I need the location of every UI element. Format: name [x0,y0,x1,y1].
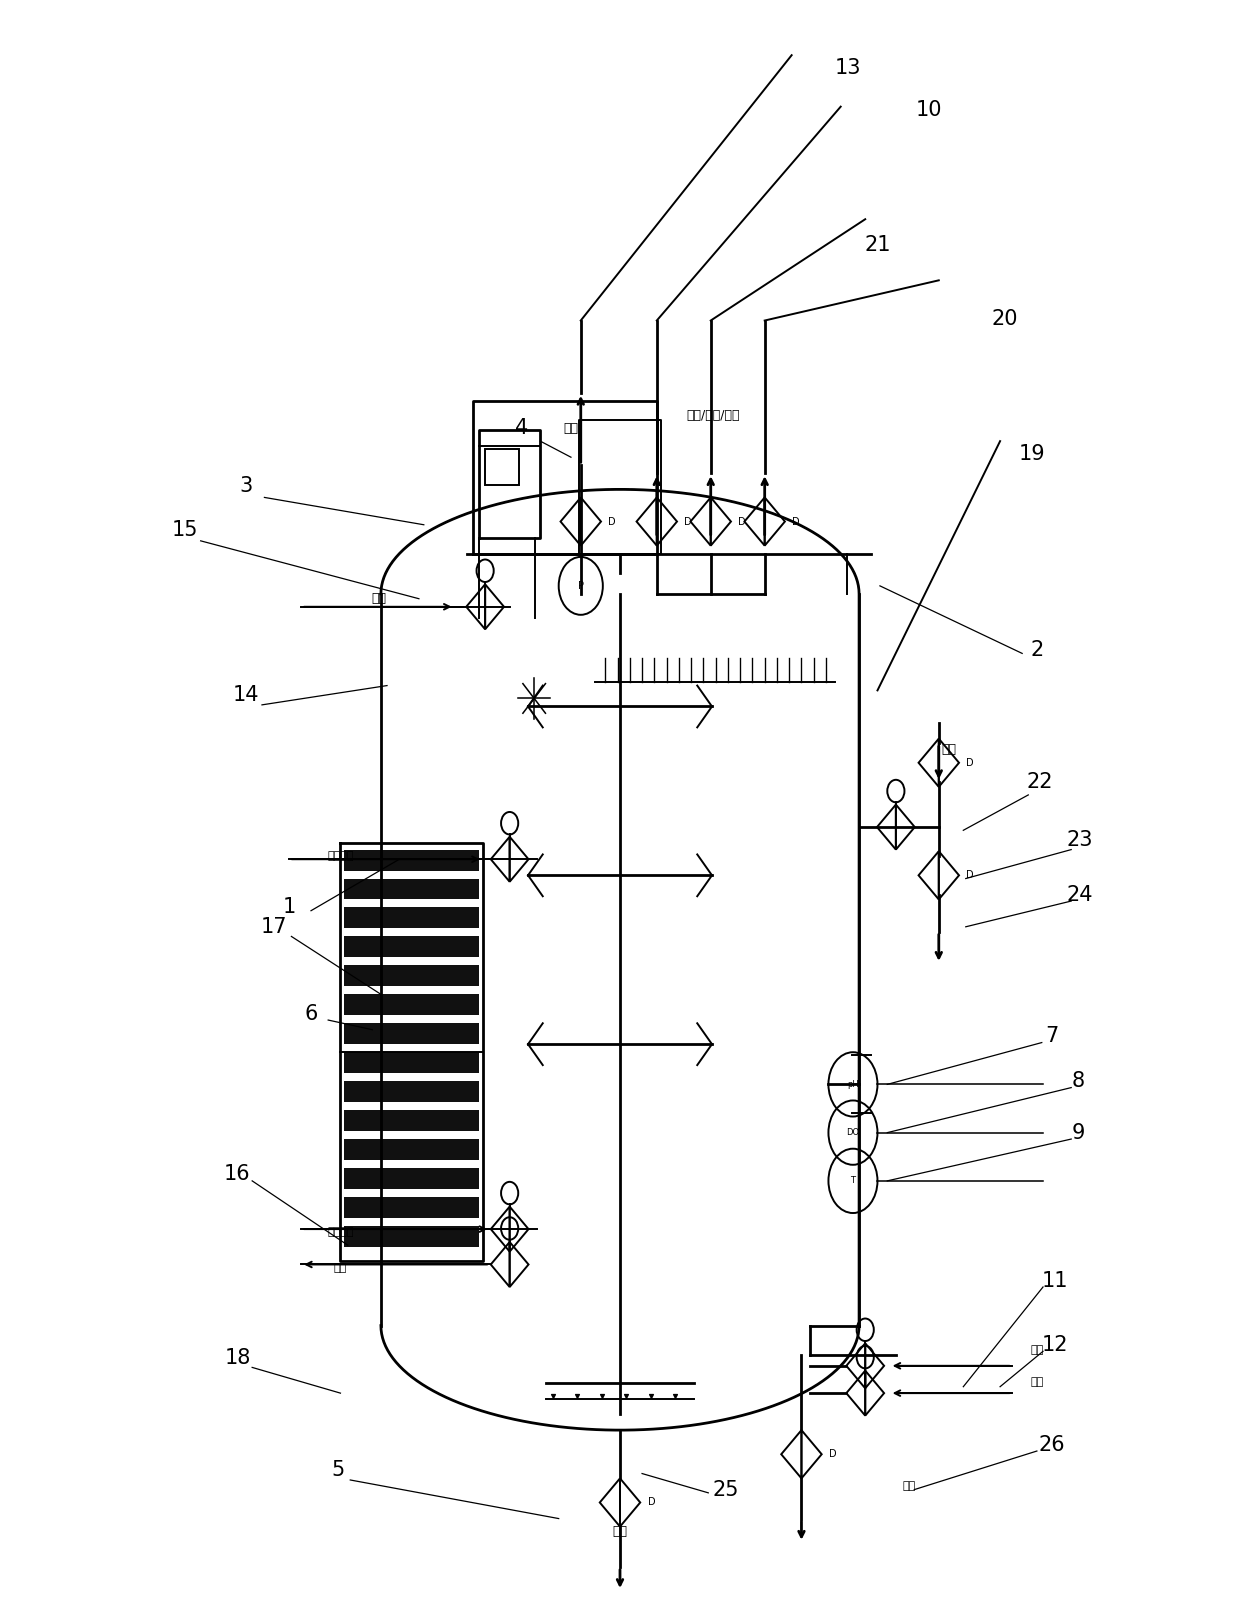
Text: pH: pH [847,1080,859,1088]
Text: 20: 20 [992,308,1018,329]
Text: 出料: 出料 [613,1525,627,1538]
Text: 26: 26 [1038,1434,1065,1455]
Text: 21: 21 [864,235,890,255]
Text: 空气: 空气 [1030,1345,1044,1354]
Bar [345,1053,479,1074]
Bar [345,1023,479,1045]
Text: 18: 18 [224,1348,250,1367]
Text: 4: 4 [516,418,528,438]
Text: 6: 6 [304,1004,317,1023]
Text: DO: DO [847,1129,859,1137]
Text: 9: 9 [1071,1122,1085,1142]
Bar [345,907,479,928]
Text: 13: 13 [835,58,862,78]
Text: P: P [578,581,584,590]
Bar [345,965,479,986]
Text: D: D [684,516,692,527]
Text: 24: 24 [1066,884,1092,905]
Bar [345,1139,479,1160]
Text: 22: 22 [1025,772,1053,792]
Text: 补料/接种/底料: 补料/接种/底料 [687,409,740,422]
Text: 蒸气: 蒸气 [941,743,956,756]
Text: 25: 25 [712,1479,739,1500]
Text: 排水: 排水 [334,1262,347,1273]
Bar [345,994,479,1015]
Text: D: D [830,1448,837,1460]
Text: 蒸气: 蒸气 [1030,1377,1044,1387]
Text: 17: 17 [260,916,288,938]
Text: 冷却水进: 冷却水进 [327,1228,353,1238]
Text: D: D [738,516,746,527]
Text: 14: 14 [233,684,259,706]
Text: 冷却水回: 冷却水回 [327,852,353,861]
Text: 5: 5 [331,1460,345,1481]
Bar [345,1226,479,1247]
Text: 16: 16 [224,1165,250,1184]
Text: 10: 10 [915,101,942,120]
Text: D: D [966,757,973,767]
Text: D: D [966,871,973,881]
Text: 1: 1 [283,897,295,918]
Text: 11: 11 [1042,1270,1069,1291]
Text: T: T [851,1176,856,1186]
Text: D: D [609,516,616,527]
Text: 23: 23 [1066,830,1092,850]
Bar [345,1168,479,1189]
Text: 7: 7 [1045,1027,1058,1046]
Text: 液氨: 液氨 [903,1481,916,1491]
Text: 12: 12 [1042,1335,1069,1354]
Text: D: D [647,1497,655,1507]
Bar [345,936,479,957]
Bar [345,1109,479,1131]
Text: 洗水: 洗水 [371,592,386,605]
Text: 2: 2 [1030,641,1044,660]
Text: D: D [792,516,800,527]
Polygon shape [341,843,482,1262]
Text: 8: 8 [1073,1071,1085,1092]
Text: 19: 19 [1019,444,1045,464]
Bar [345,1082,479,1101]
Polygon shape [381,490,859,1431]
Text: 15: 15 [171,519,198,540]
Bar [345,879,479,900]
Bar [345,1197,479,1218]
Text: 排气: 排气 [563,422,578,435]
Text: 3: 3 [239,477,253,496]
Bar [345,850,479,871]
